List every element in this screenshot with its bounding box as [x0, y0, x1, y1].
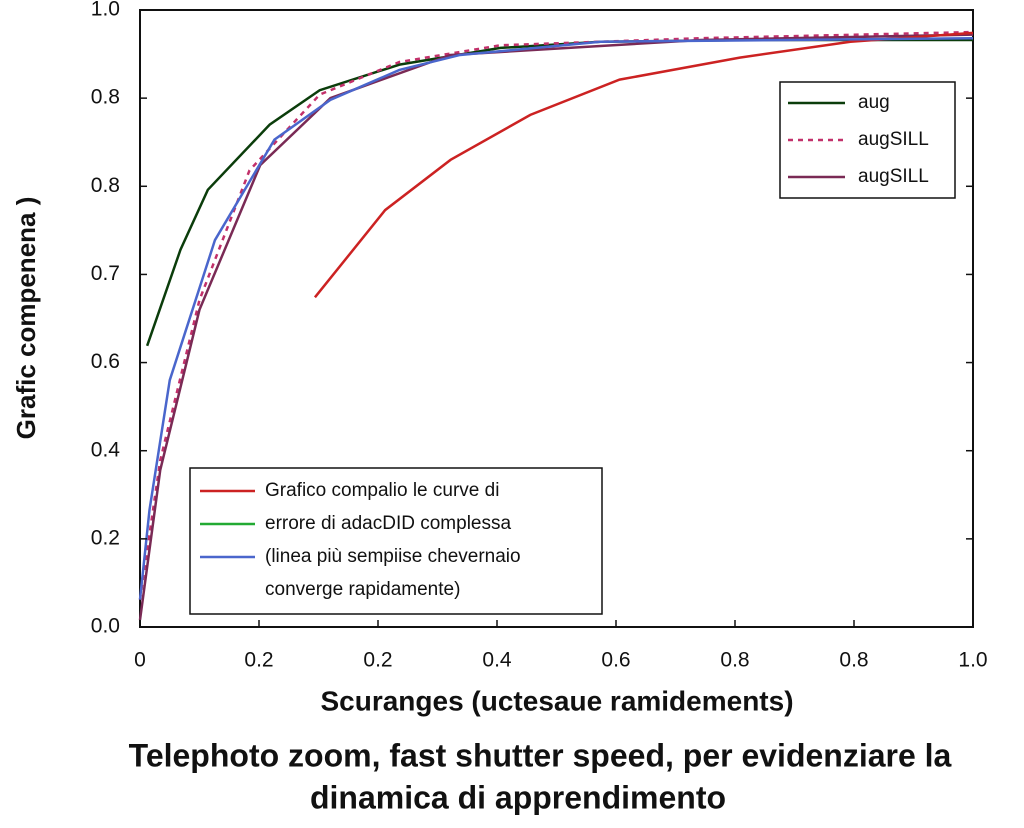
legend-label: aug	[858, 92, 890, 113]
legend-label: augSILL	[858, 166, 929, 187]
legend-box	[189, 467, 603, 615]
plot-frame	[139, 9, 974, 628]
chart-title: Telephoto zoom, fast shutter speed, per …	[129, 737, 952, 773]
x-tick-label: 0	[134, 649, 146, 672]
legend-label: Grafico compalio le curve di	[265, 480, 499, 501]
y-tick-label: 0.7	[91, 262, 120, 285]
x-tick-label: 0.8	[720, 649, 749, 672]
y-tick-label: 0.4	[91, 438, 121, 461]
y-tick-label: 0.2	[91, 526, 120, 549]
x-tick-label: 0.8	[839, 649, 868, 672]
x-tick-label: 0.4	[482, 649, 512, 672]
series-line	[313, 31, 974, 299]
x-tick-label: 0.6	[601, 649, 630, 672]
series-line	[138, 33, 974, 621]
y-axis-label: Grafic compenena )	[11, 197, 41, 440]
y-tick-label: 1.0	[91, 0, 120, 21]
y-tick-label: 0.6	[91, 350, 120, 373]
x-tick-label: 1.0	[958, 649, 987, 672]
series-line	[138, 36, 974, 600]
legend-label: augSILL	[858, 129, 929, 150]
y-tick-label: 0.0	[91, 615, 120, 638]
x-tick-label: 0.2	[244, 649, 273, 672]
chart-title: dinamica di apprendimento	[310, 779, 726, 815]
legend-label: (linea più sempiise chevernaio	[265, 546, 521, 567]
legend-label: errore di adacDID complessa	[265, 513, 511, 534]
legend-label: converge rapidamente)	[265, 579, 460, 600]
x-axis-label: Scuranges (uctesaue ramidements)	[320, 685, 793, 716]
y-tick-label: 0.8	[91, 174, 120, 197]
y-tick-label: 0.8	[91, 86, 120, 109]
x-tick-label: 0.2	[363, 649, 392, 672]
